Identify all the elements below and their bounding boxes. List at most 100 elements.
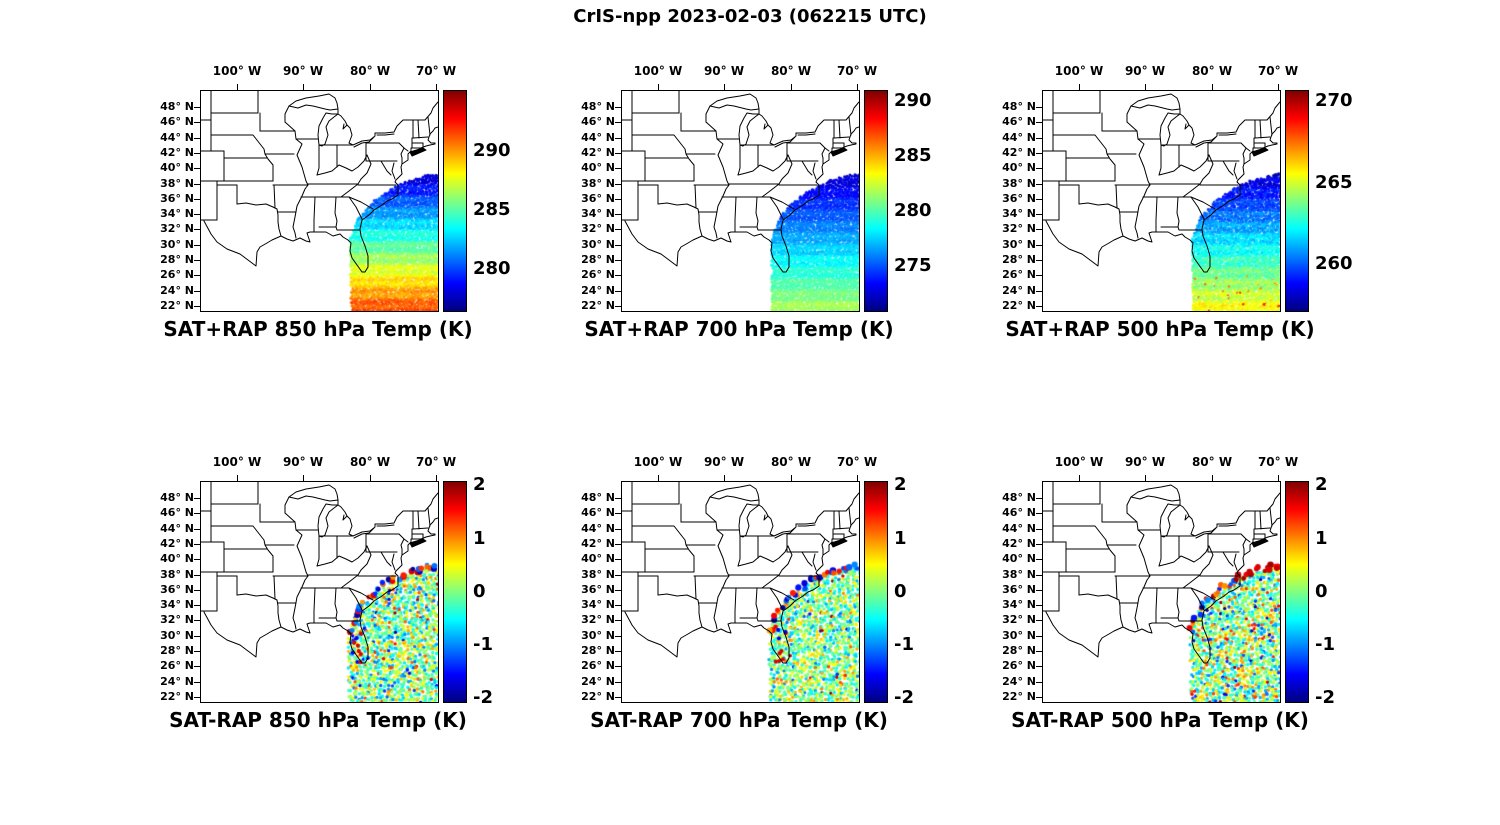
lat-tick-label: 36° N bbox=[160, 191, 194, 205]
colorbar-tick-label: 1 bbox=[1315, 527, 1328, 549]
lat-tick-mark bbox=[194, 168, 200, 170]
lon-tick-label: 70° W bbox=[836, 64, 878, 78]
panel-sat-plus-rap-700: 100° W 90° W 80° W 70° W 48° N 46° N 44° N 42°… bbox=[581, 64, 931, 341]
lon-tick-label: 100° W bbox=[212, 64, 262, 78]
lat-tick-label: 34° N bbox=[160, 598, 194, 612]
lon-tick-mark bbox=[791, 84, 792, 90]
lat-tick-label: 30° N bbox=[1002, 628, 1036, 642]
lat-tick-label: 46° N bbox=[1002, 506, 1036, 520]
lat-tick-mark bbox=[1036, 543, 1042, 545]
lat-tick-label: 46° N bbox=[160, 506, 194, 520]
map-plot-area bbox=[200, 90, 439, 312]
lat-tick-mark bbox=[1036, 122, 1042, 124]
lat-tick-mark bbox=[615, 635, 621, 637]
lat-tick-label: 26° N bbox=[160, 268, 194, 282]
lat-tick-label: 28° N bbox=[1002, 644, 1036, 658]
lon-tick-mark bbox=[658, 475, 659, 481]
lat-tick-label: 44° N bbox=[1002, 130, 1036, 144]
lat-tick-mark bbox=[1036, 666, 1042, 668]
lat-tick-mark bbox=[1036, 605, 1042, 607]
lon-tick-label: 70° W bbox=[836, 455, 878, 469]
data-swath-canvas bbox=[201, 91, 438, 311]
lat-tick-label: 46° N bbox=[581, 115, 615, 129]
lat-tick-label: 36° N bbox=[1002, 582, 1036, 596]
lat-tick-mark bbox=[194, 559, 200, 561]
lat-tick-label: 48° N bbox=[1002, 100, 1036, 113]
lon-tick-label: 90° W bbox=[1124, 64, 1166, 78]
lat-tick-label: 40° N bbox=[581, 552, 615, 566]
lat-tick-mark bbox=[615, 306, 621, 308]
lat-tick-mark bbox=[194, 666, 200, 668]
colorbar-tick-label: 290 bbox=[473, 140, 511, 162]
lat-tick-mark bbox=[615, 620, 621, 622]
lat-tick-label: 34° N bbox=[160, 207, 194, 221]
lat-tick-label: 40° N bbox=[160, 552, 194, 566]
lat-tick-mark bbox=[615, 666, 621, 668]
lat-tick-label: 44° N bbox=[581, 130, 615, 144]
colorbar-tick-label: 270 bbox=[1315, 90, 1353, 112]
colorbar-tick-label: 280 bbox=[473, 257, 511, 279]
lon-tick-label: 90° W bbox=[282, 455, 324, 469]
panel-title: SAT-RAP 700 hPa Temp (K) bbox=[590, 708, 888, 732]
lat-tick-label: 32° N bbox=[160, 222, 194, 236]
lat-tick-mark bbox=[1036, 198, 1042, 200]
lat-tick-mark bbox=[615, 137, 621, 139]
panel-sat-minus-rap-700: 100° W 90° W 80° W 70° W 48° N 46° N 44° N 42°… bbox=[581, 455, 914, 732]
lon-tick-label: 100° W bbox=[1054, 455, 1104, 469]
lon-tick-label: 80° W bbox=[349, 64, 391, 78]
lat-tick-mark bbox=[1036, 107, 1042, 108]
lat-tick-label: 44° N bbox=[160, 130, 194, 144]
lat-tick-label: 32° N bbox=[581, 222, 615, 236]
colorbar-tick-label: -2 bbox=[894, 687, 914, 709]
panel-title: SAT+RAP 500 hPa Temp (K) bbox=[1005, 317, 1315, 341]
lat-tick-mark bbox=[1036, 589, 1042, 591]
lat-tick-label: 38° N bbox=[160, 176, 194, 190]
lon-tick-mark bbox=[370, 475, 371, 481]
panel-sat-minus-rap-500: 100° W 90° W 80° W 70° W 48° N 46° N 44° N 42°… bbox=[1002, 455, 1335, 732]
lat-tick-mark bbox=[615, 198, 621, 200]
lat-tick-mark bbox=[194, 122, 200, 124]
lat-tick-label: 30° N bbox=[1002, 237, 1036, 251]
map-plot-area bbox=[621, 90, 860, 312]
lat-tick-label: 42° N bbox=[160, 536, 194, 550]
lat-tick-label: 34° N bbox=[1002, 598, 1036, 612]
map-plot-area bbox=[1042, 481, 1281, 703]
map-plot-area bbox=[621, 481, 860, 703]
lat-tick-mark bbox=[194, 651, 200, 653]
lat-tick-mark bbox=[194, 605, 200, 607]
lat-tick-label: 22° N bbox=[1002, 690, 1036, 704]
lat-tick-label: 40° N bbox=[160, 161, 194, 175]
lat-tick-mark bbox=[1036, 697, 1042, 699]
lon-tick-label: 80° W bbox=[1191, 64, 1233, 78]
lat-tick-mark bbox=[1036, 244, 1042, 246]
lat-tick-mark bbox=[1036, 214, 1042, 216]
lat-tick-mark bbox=[1036, 651, 1042, 653]
lat-tick-mark bbox=[1036, 229, 1042, 231]
lon-tick-mark bbox=[857, 475, 858, 481]
lat-tick-mark bbox=[615, 229, 621, 231]
panel-title: SAT+RAP 850 hPa Temp (K) bbox=[163, 317, 473, 341]
lat-tick-mark bbox=[615, 260, 621, 262]
lat-tick-mark bbox=[615, 681, 621, 683]
lat-tick-label: 36° N bbox=[1002, 191, 1036, 205]
lat-tick-label: 48° N bbox=[160, 491, 194, 504]
colorbar-tick-label: 2 bbox=[473, 474, 486, 496]
lon-tick-label: 100° W bbox=[633, 455, 683, 469]
lat-tick-mark bbox=[615, 168, 621, 170]
lon-tick-mark bbox=[791, 475, 792, 481]
map-plot-area bbox=[1042, 90, 1281, 312]
map-plot-area bbox=[200, 481, 439, 703]
lat-tick-mark bbox=[615, 122, 621, 124]
lat-tick-label: 48° N bbox=[581, 491, 615, 504]
lat-tick-mark bbox=[1036, 574, 1042, 576]
lat-tick-label: 22° N bbox=[1002, 299, 1036, 313]
colorbar-tick-label: 275 bbox=[894, 255, 932, 276]
lat-tick-label: 24° N bbox=[581, 283, 615, 297]
lat-tick-label: 22° N bbox=[581, 690, 615, 704]
lon-tick-label: 80° W bbox=[349, 455, 391, 469]
lat-tick-mark bbox=[194, 229, 200, 231]
lon-tick-mark bbox=[237, 84, 238, 90]
colorbar-tick-label: 0 bbox=[894, 580, 907, 602]
lon-tick-label: 90° W bbox=[1124, 455, 1166, 469]
lat-tick-mark bbox=[615, 543, 621, 545]
